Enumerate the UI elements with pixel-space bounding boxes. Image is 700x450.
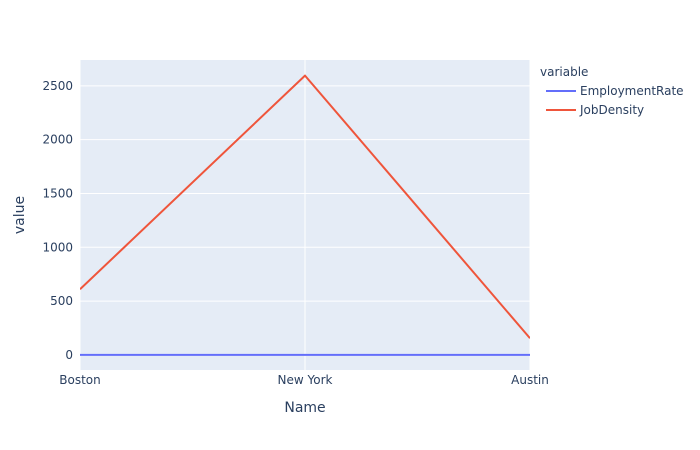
legend-label: JobDensity xyxy=(579,103,644,117)
x-tick-label: Boston xyxy=(59,373,100,387)
legend-item-employmentrate[interactable]: EmploymentRate xyxy=(546,84,684,98)
x-axis-ticks: Boston New York Austin xyxy=(59,373,549,387)
y-tick-label: 2000 xyxy=(42,133,73,147)
y-tick-label: 500 xyxy=(50,294,73,308)
series-line-jobdensity xyxy=(80,74,530,339)
legend-item-jobdensity[interactable]: JobDensity xyxy=(546,103,644,117)
x-axis-title: Name xyxy=(284,400,325,416)
series-lines xyxy=(80,74,530,356)
legend-label: EmploymentRate xyxy=(580,84,684,98)
legend[interactable]: variable EmploymentRate JobDensity xyxy=(540,65,684,117)
y-tick-label: 0 xyxy=(65,348,73,362)
legend-items[interactable]: EmploymentRate JobDensity xyxy=(546,84,684,117)
legend-title: variable xyxy=(540,65,588,79)
y-tick-label: 1000 xyxy=(42,240,73,254)
x-tick-label: Austin xyxy=(511,373,549,387)
x-tick-label: New York xyxy=(278,373,333,387)
y-tick-label: 1500 xyxy=(42,186,73,200)
y-tick-label: 2500 xyxy=(42,79,73,93)
y-axis-title: value xyxy=(12,196,28,234)
y-axis-ticks: 0 500 1000 1500 2000 2500 xyxy=(42,79,73,362)
